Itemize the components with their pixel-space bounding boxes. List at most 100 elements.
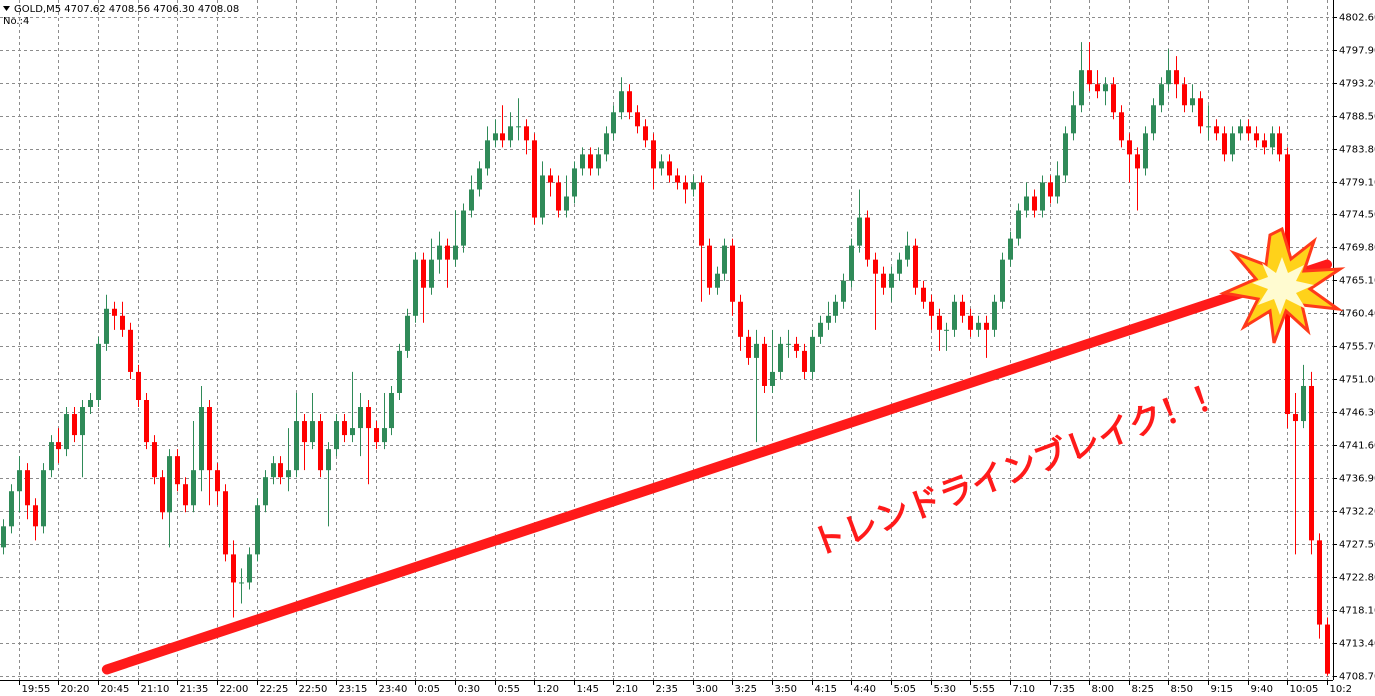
x-tick-label: 3:00 xyxy=(696,684,718,695)
candle-body xyxy=(1166,70,1171,85)
candle-body xyxy=(1309,385,1314,541)
candle-body xyxy=(1277,133,1282,155)
candle-body xyxy=(493,133,498,141)
x-tick-label: 9:40 xyxy=(1251,684,1273,695)
candle-body xyxy=(810,336,815,372)
candle-body xyxy=(429,259,434,288)
candle-body xyxy=(358,407,363,429)
candle-body xyxy=(1198,98,1203,127)
candle-body xyxy=(524,126,529,141)
candle-body xyxy=(643,126,648,141)
x-tick-label: 5:55 xyxy=(973,684,995,695)
candle-body xyxy=(952,301,957,330)
candle-body xyxy=(564,196,569,211)
candle-body xyxy=(191,470,196,506)
menu-arrow-icon[interactable] xyxy=(3,6,10,11)
candle-body xyxy=(1151,105,1156,134)
candle-body xyxy=(421,259,426,288)
x-tick-label: 10:05 xyxy=(1290,684,1319,695)
candle-body xyxy=(88,400,93,408)
candle-body xyxy=(49,442,54,471)
candle-body xyxy=(651,140,656,169)
candle-body xyxy=(516,126,521,128)
candle-body xyxy=(64,414,69,450)
candle-body xyxy=(580,154,585,169)
y-tick-label: 4779.10 xyxy=(1339,178,1375,189)
candle-body xyxy=(136,371,141,400)
candle-body xyxy=(1048,182,1053,197)
candle-body xyxy=(699,182,704,246)
candle-body xyxy=(992,301,997,330)
candle-body xyxy=(9,491,14,527)
candle-body xyxy=(627,91,632,113)
x-tick-label: 8:00 xyxy=(1092,684,1114,695)
candle-body xyxy=(405,315,410,351)
candle-body xyxy=(239,582,244,584)
candle-body xyxy=(1190,98,1195,106)
candle-body xyxy=(659,161,664,169)
candle-body xyxy=(849,245,854,281)
candle-body xyxy=(1230,133,1235,155)
candle-body xyxy=(342,421,347,436)
candle-body xyxy=(944,329,949,331)
candle-body xyxy=(271,463,276,478)
candle-body xyxy=(1238,126,1243,134)
candle-body xyxy=(1182,84,1187,106)
x-tick-label: 4:40 xyxy=(854,684,876,695)
candle-body xyxy=(596,154,601,169)
candle-body xyxy=(667,161,672,176)
candle-body xyxy=(1135,154,1140,169)
candle-body xyxy=(17,470,22,492)
candle-body xyxy=(302,421,307,443)
candle-body xyxy=(1040,182,1045,211)
candle-body xyxy=(921,287,926,302)
candle-body xyxy=(937,315,942,330)
candle-body xyxy=(310,421,315,443)
candle-body xyxy=(104,308,109,344)
x-tick-label: 0:30 xyxy=(458,684,480,695)
y-tick-label: 4746.30 xyxy=(1339,408,1375,419)
explosion-icon xyxy=(1218,226,1346,344)
candle-body xyxy=(738,301,743,337)
candle-body xyxy=(802,350,807,372)
candle-body xyxy=(1325,624,1330,674)
candle-body xyxy=(865,217,870,260)
x-tick-label: 22:50 xyxy=(299,684,328,695)
candle-body xyxy=(929,301,934,316)
candle-body xyxy=(199,407,204,471)
x-tick-label: 2:10 xyxy=(616,684,638,695)
candle-body xyxy=(294,421,299,471)
candle-body xyxy=(508,126,513,141)
candle-body xyxy=(635,112,640,127)
candle-body xyxy=(33,505,38,527)
candle-body xyxy=(231,554,236,583)
candle-body xyxy=(366,407,371,429)
x-tick-label: 23:15 xyxy=(339,684,368,695)
candle-body xyxy=(278,463,283,478)
candle-body xyxy=(389,392,394,429)
candle-body xyxy=(167,456,172,513)
candle-body xyxy=(1317,540,1322,625)
candle-body xyxy=(1008,238,1013,260)
candle-body xyxy=(1063,133,1068,176)
x-tick-label: 3:50 xyxy=(775,684,797,695)
x-tick-label: 8:50 xyxy=(1171,684,1193,695)
candle-body xyxy=(707,245,712,288)
candle-body xyxy=(1222,133,1227,155)
candle-body xyxy=(1071,105,1076,134)
candle-body xyxy=(263,477,268,506)
y-tick-label: 4783.80 xyxy=(1339,145,1375,156)
candle-body xyxy=(1016,210,1021,239)
candle-body xyxy=(968,315,973,330)
candle-body xyxy=(500,133,505,141)
candle-body xyxy=(1111,84,1116,113)
candle-body xyxy=(1246,126,1251,134)
candle-body xyxy=(485,140,490,169)
candle-body xyxy=(152,442,157,478)
candle-body xyxy=(25,470,30,506)
x-tick-label: 22:00 xyxy=(220,684,249,695)
candle-body xyxy=(1262,140,1267,148)
y-tick-label: 4736.90 xyxy=(1339,474,1375,485)
candle-body xyxy=(215,470,220,492)
candle-body xyxy=(120,315,125,330)
